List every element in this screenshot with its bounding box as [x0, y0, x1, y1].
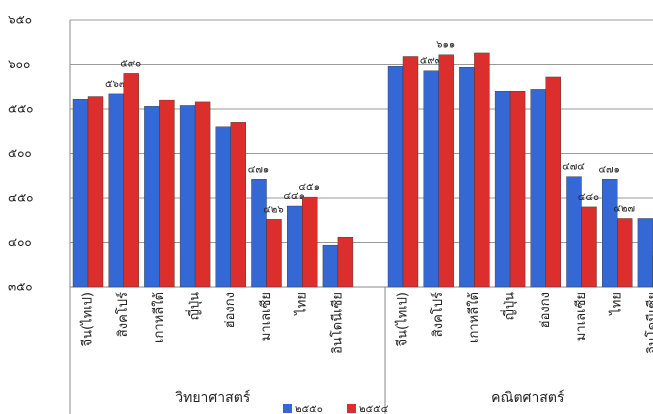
value-label: ๕๖๗ [105, 79, 126, 90]
x-tick-label: สิงคโปร์ [430, 292, 446, 337]
value-label: ๕๙๐ [120, 58, 141, 69]
y-tick-label: ๔๕๐ [8, 191, 34, 205]
bar [251, 179, 267, 288]
bar [530, 89, 546, 288]
bar [230, 122, 247, 288]
x-tick-label: เกาหลีใต้ [466, 292, 482, 343]
bar [438, 54, 454, 288]
bar [215, 126, 232, 288]
value-label: ๔๗๔ [562, 162, 585, 173]
bar [509, 90, 526, 288]
value-label: ๔๒๖ [263, 204, 284, 215]
x-tick-label: เกาหลีใต้ [151, 292, 167, 343]
bar [637, 218, 653, 288]
bar [494, 90, 511, 288]
bar [179, 105, 196, 288]
legend-label: ๒๕๕๐ [295, 404, 323, 414]
bar [72, 99, 89, 288]
bar [123, 73, 139, 288]
bar [302, 196, 318, 288]
legend-swatch [283, 404, 292, 413]
x-tick-label: สิงคโปร์ [115, 292, 131, 337]
y-tick-label: ๓๕๐ [8, 280, 33, 294]
group-label: คณิตศาสตร์ [491, 389, 565, 406]
bar [159, 99, 175, 288]
bar [581, 206, 597, 288]
x-tick-label: อินโดนีเซีย [644, 292, 653, 354]
legend-swatch [347, 404, 356, 413]
x-tick-label: อินโดนีเซีย [329, 292, 345, 354]
bar [266, 219, 282, 288]
bar [459, 66, 475, 288]
value-label: ๖๑๑ [436, 40, 455, 51]
bar [545, 76, 561, 288]
group-label: วิทยาศาสตร์ [175, 389, 251, 406]
bar [108, 93, 124, 288]
y-tick-label: ๖๐๐ [8, 57, 30, 71]
bar [474, 52, 490, 288]
value-label: ๔๗๑ [248, 164, 269, 175]
bar [602, 179, 618, 288]
x-tick-label: จีน(ไทเป) [394, 292, 410, 347]
x-tick-label: ฮ่องกง [538, 292, 553, 328]
bar [402, 56, 419, 288]
y-tick-label: ๔๐๐ [8, 235, 32, 249]
x-tick-label: มาเลเซีย [573, 292, 589, 341]
x-tick-label: ไทย [294, 292, 310, 316]
x-tick-label: ไทย [609, 292, 625, 316]
x-tick-label: มาเลเซีย [258, 292, 274, 341]
bar [423, 70, 439, 288]
value-label: ๔๔๐ [578, 192, 599, 203]
bar [337, 236, 354, 288]
value-label: ๕๙๓ [420, 56, 442, 67]
value-label: ๔๔๑ [283, 191, 304, 202]
value-label: ๔๕๑ [298, 182, 319, 193]
y-tick-label: ๕๐๐ [8, 146, 32, 160]
bar [287, 205, 303, 288]
legend-label: ๒๕๕๔ [359, 404, 389, 414]
bar [144, 106, 160, 288]
y-tick-label: ๖๕๐ [8, 13, 32, 27]
x-tick-label: ญี่ปุ่น [185, 292, 202, 320]
bar [87, 96, 104, 288]
x-tick-label: ฮ่องกง [223, 292, 238, 328]
bar [194, 101, 211, 288]
bar [387, 66, 404, 288]
bar [617, 218, 633, 288]
x-tick-label: ญี่ปุ่น [500, 292, 517, 320]
value-label: ๔๗๑ [598, 164, 619, 175]
value-label: ๔๒๗ [613, 203, 635, 214]
bar [322, 244, 339, 288]
x-tick-label: จีน(ไทเป) [79, 292, 95, 347]
y-tick-label: ๕๕๐ [8, 102, 34, 116]
